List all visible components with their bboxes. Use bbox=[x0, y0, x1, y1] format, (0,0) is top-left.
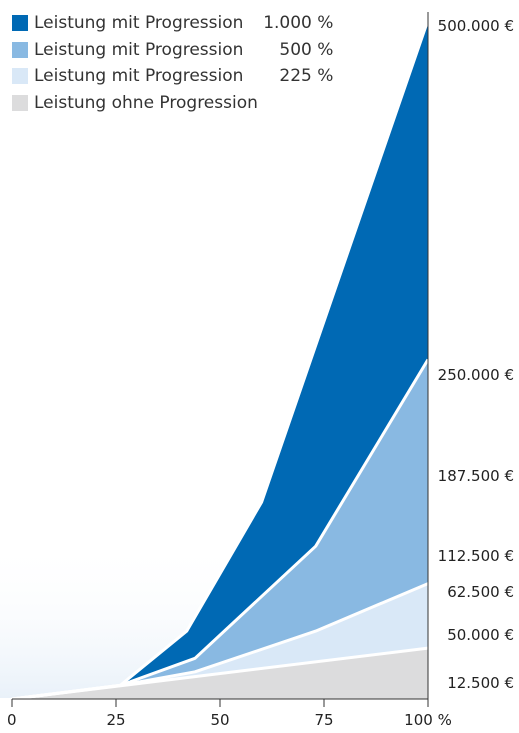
legend-pct: 225 % bbox=[279, 66, 334, 87]
legend-label: Leistung mit Progression bbox=[34, 39, 244, 60]
series-boundary-3 bbox=[11, 646, 429, 701]
legend-swatch bbox=[12, 41, 28, 58]
x-tick-label: 0 bbox=[7, 711, 17, 729]
legend-pct: 500 % bbox=[279, 39, 334, 60]
y-tick-label: 62.500 € bbox=[447, 583, 514, 601]
legend-swatch bbox=[12, 94, 28, 111]
x-tick-label: 100 % bbox=[404, 711, 452, 729]
legend-label: Leistung mit Progression bbox=[34, 66, 244, 87]
legend-label: Leistung mit Progression bbox=[34, 13, 244, 34]
legend-swatch bbox=[12, 68, 28, 85]
y-tick-label: 500.000 € bbox=[438, 17, 514, 35]
y-tick-label: 250.000 € bbox=[438, 366, 514, 384]
y-tick-label: 112.500 € bbox=[438, 547, 514, 565]
series-area-1 bbox=[12, 359, 428, 699]
x-tick-label: 25 bbox=[106, 711, 125, 729]
x-tick-label: 50 bbox=[210, 711, 229, 729]
y-axis-ticks: 500.000 € 250.000 € 187.500 € 112.500 € 62.5… bbox=[438, 17, 514, 692]
legend-label: Leistung ohne Progression bbox=[34, 92, 258, 113]
legend-item-ohne: Leistung ohne Progression bbox=[12, 90, 333, 117]
legend-swatch bbox=[12, 15, 28, 32]
series-boundaries bbox=[11, 19, 430, 701]
x-axis-ticks: 0 25 50 75 100 % bbox=[7, 699, 452, 729]
y-tick-label: 12.500 € bbox=[447, 674, 514, 692]
legend-item-1000: Leistung mit Progression 1.000 % bbox=[12, 10, 333, 37]
series-area-0 bbox=[12, 20, 428, 699]
legend-pct: 1.000 % bbox=[263, 13, 334, 34]
x-tick-label: 75 bbox=[314, 711, 333, 729]
legend-item-500: Leistung mit Progression 500 % bbox=[12, 37, 333, 64]
legend: Leistung mit Progression 1.000 % Leistun… bbox=[12, 10, 333, 116]
y-tick-label: 50.000 € bbox=[447, 626, 514, 644]
y-tick-label: 187.500 € bbox=[438, 467, 514, 485]
legend-item-225: Leistung mit Progression 225 % bbox=[12, 63, 333, 90]
